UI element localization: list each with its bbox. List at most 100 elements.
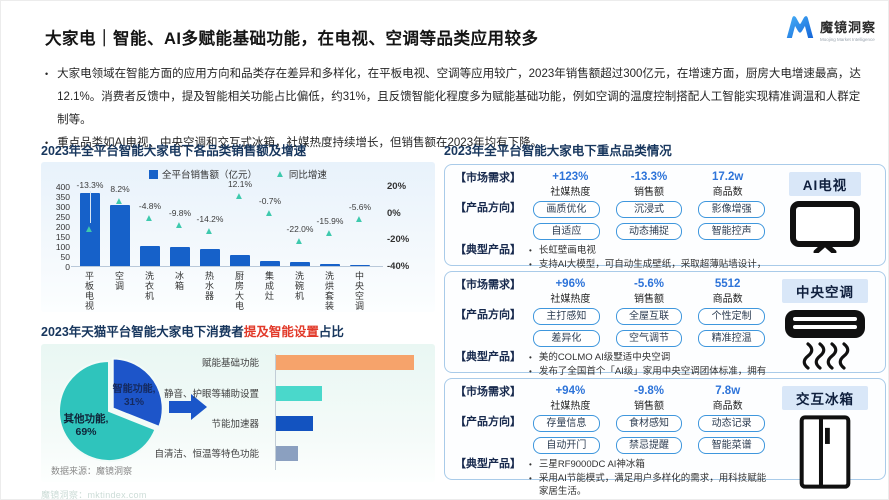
product-item: • 美的COLMO AI级墅适中央空调 xyxy=(529,351,767,365)
metric-label: 商品数 xyxy=(712,294,743,305)
data-source: 数据来源：魔镜洞察 xyxy=(51,466,133,476)
panel-AI电视: 【市场需求】 +123% 社媒热度 -13.3% 销售额 17.2w 商品数 【产品方向】 画质… xyxy=(444,164,886,283)
growth-marker-icon: ▲ xyxy=(294,236,304,247)
x-axis-label: 空调 xyxy=(114,271,124,291)
metric-商品数: 7.8w 商品数 xyxy=(688,385,767,412)
product-bullet-marker: • xyxy=(529,473,532,483)
legend-sales: 全平台销售额（亿元） xyxy=(149,167,257,181)
y-axis-tick-right: 0% xyxy=(387,207,401,219)
metric-value: -13.3% xyxy=(630,171,668,183)
row-label-product-direction: 【产品方向】 xyxy=(455,309,521,321)
fridge-icon xyxy=(798,415,852,489)
products-list: • 三星RF9000DC AI神冰箱 • 采用AI节能模式，满足用户多样化的需求，用科… xyxy=(527,457,771,499)
bullet-marker: • xyxy=(45,69,49,79)
product-bullet-marker: • xyxy=(529,246,532,255)
bar-集成灶 xyxy=(260,261,280,266)
category-tag: 中央空调 xyxy=(782,279,868,303)
pie-label-other: 其他功能, 69% xyxy=(63,413,109,438)
chart2-title-prefix: 2023年天猫平台智能大家电下消费者 xyxy=(41,325,244,339)
chip-自动开门: 自动开门 xyxy=(533,437,600,454)
x-axis-label: 厨房大电 xyxy=(234,271,244,311)
right-section-title: 2023年全平台智能大家电下重点品类情况 xyxy=(444,144,672,158)
metric-value: 17.2w xyxy=(712,171,744,183)
y-axis-tick-left: 150 xyxy=(55,231,70,242)
tv-icon xyxy=(788,201,862,253)
pie-svg xyxy=(58,357,164,462)
hbar-赋能基础功能 xyxy=(276,354,414,370)
growth-marker-icon: ▲ xyxy=(174,219,184,231)
metric-label: 社媒热度 xyxy=(550,401,591,412)
bullet-text: 重点品类如AI电视、中央空调和交互式冰箱，社媒热度持续增长，但销售额在2023年… xyxy=(57,137,543,149)
x-axis-label: 洗烘套装 xyxy=(324,271,334,311)
row-label-typical-product: 【典型产品】 xyxy=(455,458,521,470)
hbar-节能加速器 xyxy=(276,415,314,431)
growth-marker-icon: ▲ xyxy=(324,227,334,239)
row-label-market-demand: 【市场需求】 xyxy=(455,386,521,398)
metrics-row: +94% 社媒热度 -9.8% 销售额 7.8w 商品数 xyxy=(527,385,771,412)
chip-空气调节: 空气调节 xyxy=(615,330,683,347)
y-axis-tick-left: 0 xyxy=(65,261,70,272)
growth-marker-icon: ▲ xyxy=(84,224,94,236)
product-text: 采用AI节能模式，满足用户多样化的需求，用科技赋能家居生活。 xyxy=(538,472,767,498)
metrics-row: +123% 社媒热度 -13.3% 销售额 17.2w 商品数 xyxy=(527,171,771,198)
growth-marker-icon: ▲ xyxy=(204,225,214,237)
category-tag: 交互冰箱 xyxy=(782,386,868,410)
x-axis-label: 洗衣机 xyxy=(144,271,154,301)
panel-right: AI电视 xyxy=(771,171,879,261)
product-item: • 采用AI节能模式，满足用户多样化的需求，用科技赋能家居生活。 xyxy=(529,472,767,499)
metric-label: 社媒热度 xyxy=(550,187,591,198)
y-axis-tick-left: 50 xyxy=(60,251,70,262)
growth-value-label: -22.0% xyxy=(286,224,314,234)
metric-value: -5.6% xyxy=(633,278,665,290)
metric-社媒热度: +94% 社媒热度 xyxy=(531,385,610,412)
product-bullet-marker: • xyxy=(529,460,532,469)
chips-grid: 存量信息 食材感知 动态记录 自动开门 禁忌提醒 智能菜谱 xyxy=(527,415,771,454)
chip-画质优化: 画质优化 xyxy=(533,201,600,218)
x-axis-label: 洗碗机 xyxy=(294,271,304,301)
bar-平板电视 xyxy=(80,193,100,266)
metric-value: +94% xyxy=(555,385,586,397)
metric-销售额: -5.6% 销售额 xyxy=(610,278,689,305)
chart1-legend: 全平台销售额（亿元） ▲ 同比增速 xyxy=(149,167,327,181)
growth-value-label: -9.8% xyxy=(168,207,192,218)
metric-label: 社媒热度 xyxy=(550,294,591,305)
metric-value: 7.8w xyxy=(715,385,741,397)
row-label-market-demand: 【市场需求】 xyxy=(455,279,521,291)
panel-中央空调: 【市场需求】 +96% 社媒热度 -5.6% 销售额 5512 商品数 【产品方向】 主打感知全… xyxy=(444,271,886,390)
chip-自适应: 自适应 xyxy=(533,223,600,240)
legend-sales-label: 全平台销售额（亿元） xyxy=(162,170,258,181)
chip-差异化: 差异化 xyxy=(533,330,600,347)
hbar-row: 静音、护眼等辅助设置 xyxy=(41,385,322,401)
logo-name: 魔镜洞察 xyxy=(819,19,876,35)
chart2-title-suffix: 占比 xyxy=(318,325,344,339)
smart-mentions-chart: 智能功能, 31% 其他功能, 69% 赋能基础功能 静音、护眼等辅助设置 节能加速器… xyxy=(41,344,435,482)
chip-主打感知: 主打感知 xyxy=(533,308,600,325)
metric-社媒热度: +96% 社媒热度 xyxy=(531,278,610,305)
category-tag: AI电视 xyxy=(788,172,862,196)
chip-智能控声: 智能控声 xyxy=(698,223,765,240)
metric-label: 销售额 xyxy=(634,187,664,198)
growth-value-label: -13.3% xyxy=(76,180,104,190)
growth-marker-icon: ▲ xyxy=(354,214,364,226)
left-section: 2023年全平台智能大家电下各品类销售额及增速 全平台销售额（亿元） ▲ 同比增… xyxy=(41,140,435,499)
chip-动态捕捉: 动态捕捉 xyxy=(615,223,683,240)
bullet-item: • 重点品类如AI电视、中央空调和交互式冰箱，社媒热度持续增长，但销售额在202… xyxy=(45,132,863,155)
growth-value-label: -5.6% xyxy=(348,202,372,213)
metric-销售额: -13.3% 销售额 xyxy=(610,171,689,198)
metric-label: 商品数 xyxy=(712,401,743,412)
metric-value: 5512 xyxy=(714,278,741,290)
metric-value: +123% xyxy=(552,171,589,183)
hbar-label: 自清洁、恒温等特色功能 xyxy=(154,449,259,460)
metric-label: 销售额 xyxy=(634,294,664,305)
product-bullet-marker: • xyxy=(529,353,532,362)
growth-marker-icon: ▲ xyxy=(234,190,244,202)
growth-value-label: 12.1% xyxy=(227,178,253,189)
x-axis-label: 热水器 xyxy=(204,271,214,301)
chip-智能菜谱: 智能菜谱 xyxy=(698,437,765,454)
y-axis-tick-right: -40% xyxy=(387,261,410,272)
y-axis-tick-left: 100 xyxy=(55,241,70,252)
chip-存量信息: 存量信息 xyxy=(533,415,600,432)
chart2-title-highlight: 提及智能设置 xyxy=(243,325,319,339)
hbar-row: 自清洁、恒温等特色功能 xyxy=(41,445,299,461)
metric-商品数: 17.2w 商品数 xyxy=(688,171,767,198)
